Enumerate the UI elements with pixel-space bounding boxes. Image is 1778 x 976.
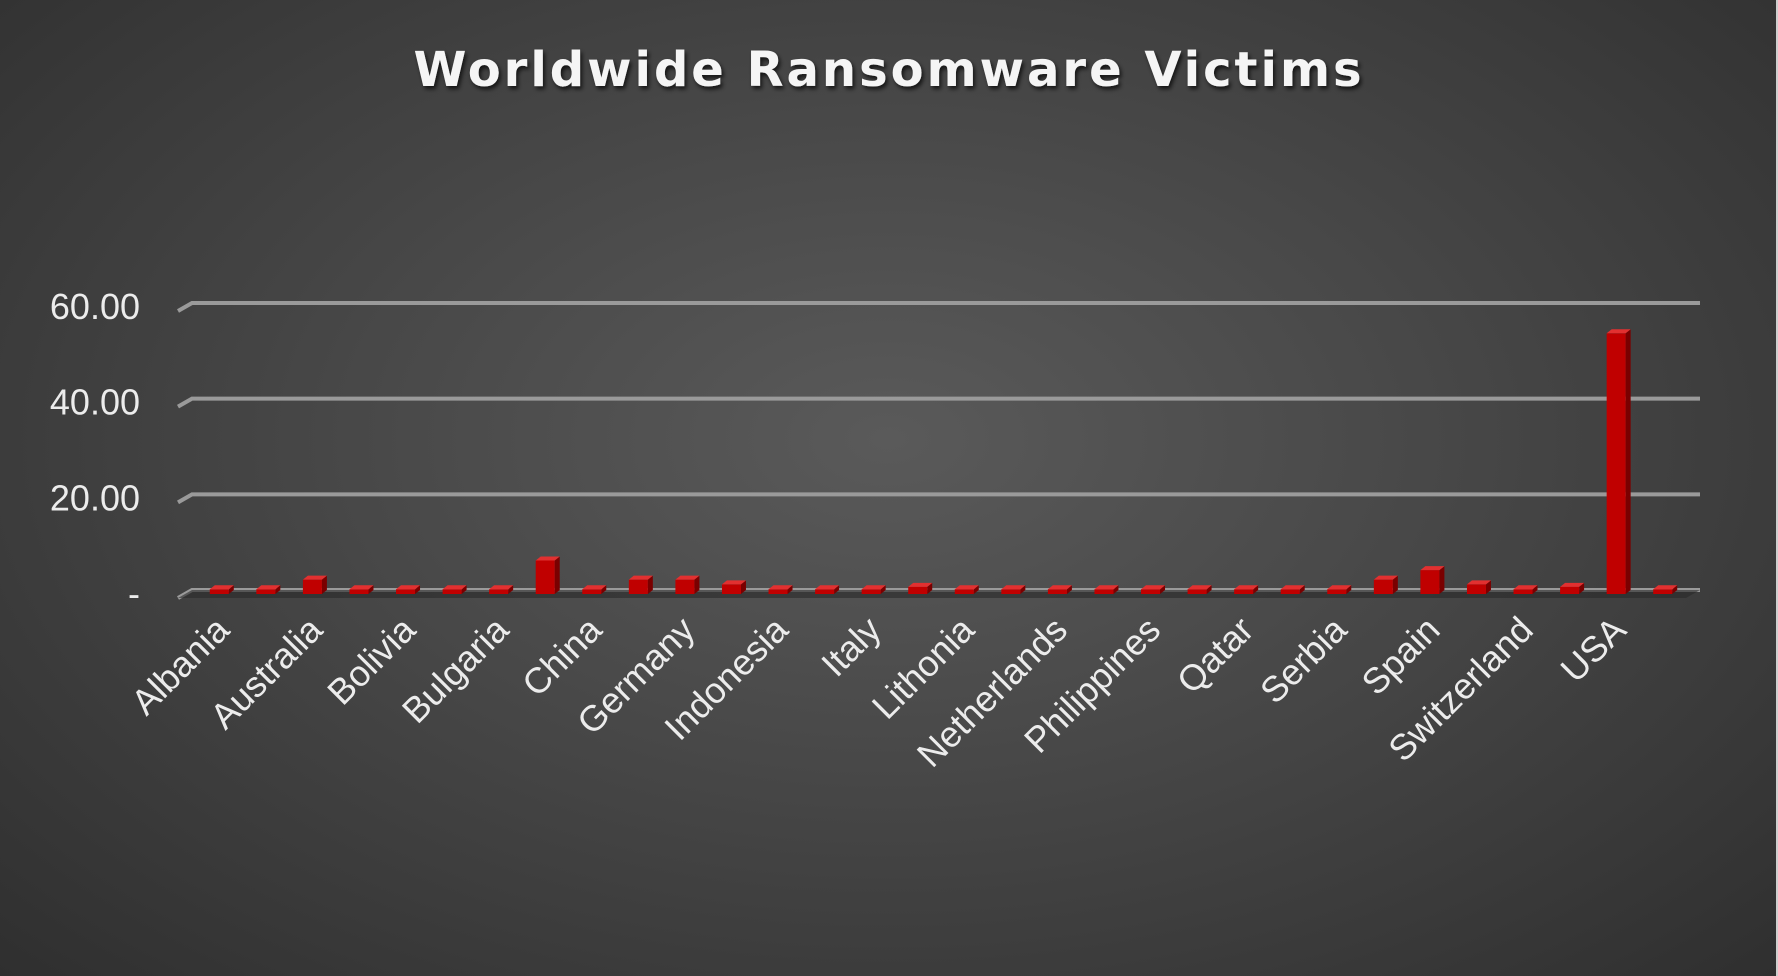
bar xyxy=(442,585,467,594)
y-axis-ticks: - 20.00 40.00 60.00 xyxy=(50,286,140,614)
bar xyxy=(1373,575,1398,594)
gridline xyxy=(177,301,1700,313)
x-tick-label: Qatar xyxy=(1169,609,1262,702)
bar xyxy=(768,585,793,594)
bar xyxy=(1513,585,1538,594)
y-tick-label: 40.00 xyxy=(50,382,140,423)
bar xyxy=(209,585,234,594)
bar xyxy=(1094,585,1119,594)
bar xyxy=(908,582,933,594)
bar xyxy=(535,556,560,594)
gridline xyxy=(177,492,1700,505)
bar xyxy=(954,585,979,594)
bar xyxy=(582,585,607,594)
bar xyxy=(628,575,653,594)
y-tick-label: - xyxy=(128,573,140,614)
bar xyxy=(349,585,374,594)
y-tick-label: 20.00 xyxy=(50,477,140,518)
bar xyxy=(1047,585,1072,594)
bar xyxy=(1420,566,1445,594)
bar xyxy=(489,585,514,594)
bars xyxy=(209,329,1678,594)
gridline xyxy=(177,396,1700,409)
bar xyxy=(1280,585,1305,594)
x-axis-labels: AlbaniaAustraliaBoliviaBulgariaChinaGerm… xyxy=(123,608,1634,775)
x-tick-label: USA xyxy=(1552,609,1633,690)
bar xyxy=(1187,585,1212,594)
bar xyxy=(721,580,746,594)
bar xyxy=(396,585,421,594)
x-tick-label: Serbia xyxy=(1252,608,1355,711)
bar xyxy=(1653,585,1678,594)
bar xyxy=(1001,585,1026,594)
bar xyxy=(1234,585,1259,594)
bar xyxy=(1606,329,1631,594)
bar xyxy=(302,575,327,594)
gridlines xyxy=(177,301,1700,600)
bar xyxy=(1466,580,1491,594)
chart-title: Worldwide Ransomware Victims xyxy=(413,42,1364,98)
bar xyxy=(1560,582,1585,594)
bar xyxy=(1327,585,1352,594)
bar xyxy=(861,585,886,594)
plot-floor xyxy=(178,590,1700,598)
x-tick-label: Bulgaria xyxy=(394,608,517,731)
x-tick-label: Italy xyxy=(813,609,889,685)
bar xyxy=(815,585,840,594)
bar xyxy=(675,575,700,594)
bar xyxy=(256,585,281,594)
bar xyxy=(1141,585,1166,594)
y-tick-label: 60.00 xyxy=(50,286,140,327)
